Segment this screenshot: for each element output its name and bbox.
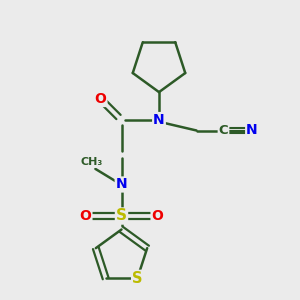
Text: S: S	[132, 271, 142, 286]
Text: N: N	[153, 113, 165, 127]
Text: S: S	[116, 208, 127, 224]
Text: N: N	[116, 178, 127, 191]
Text: N: N	[246, 124, 258, 137]
Text: O: O	[152, 209, 164, 223]
Text: O: O	[94, 92, 106, 106]
Text: C: C	[219, 124, 228, 137]
Text: CH₃: CH₃	[80, 157, 103, 167]
Text: O: O	[80, 209, 92, 223]
